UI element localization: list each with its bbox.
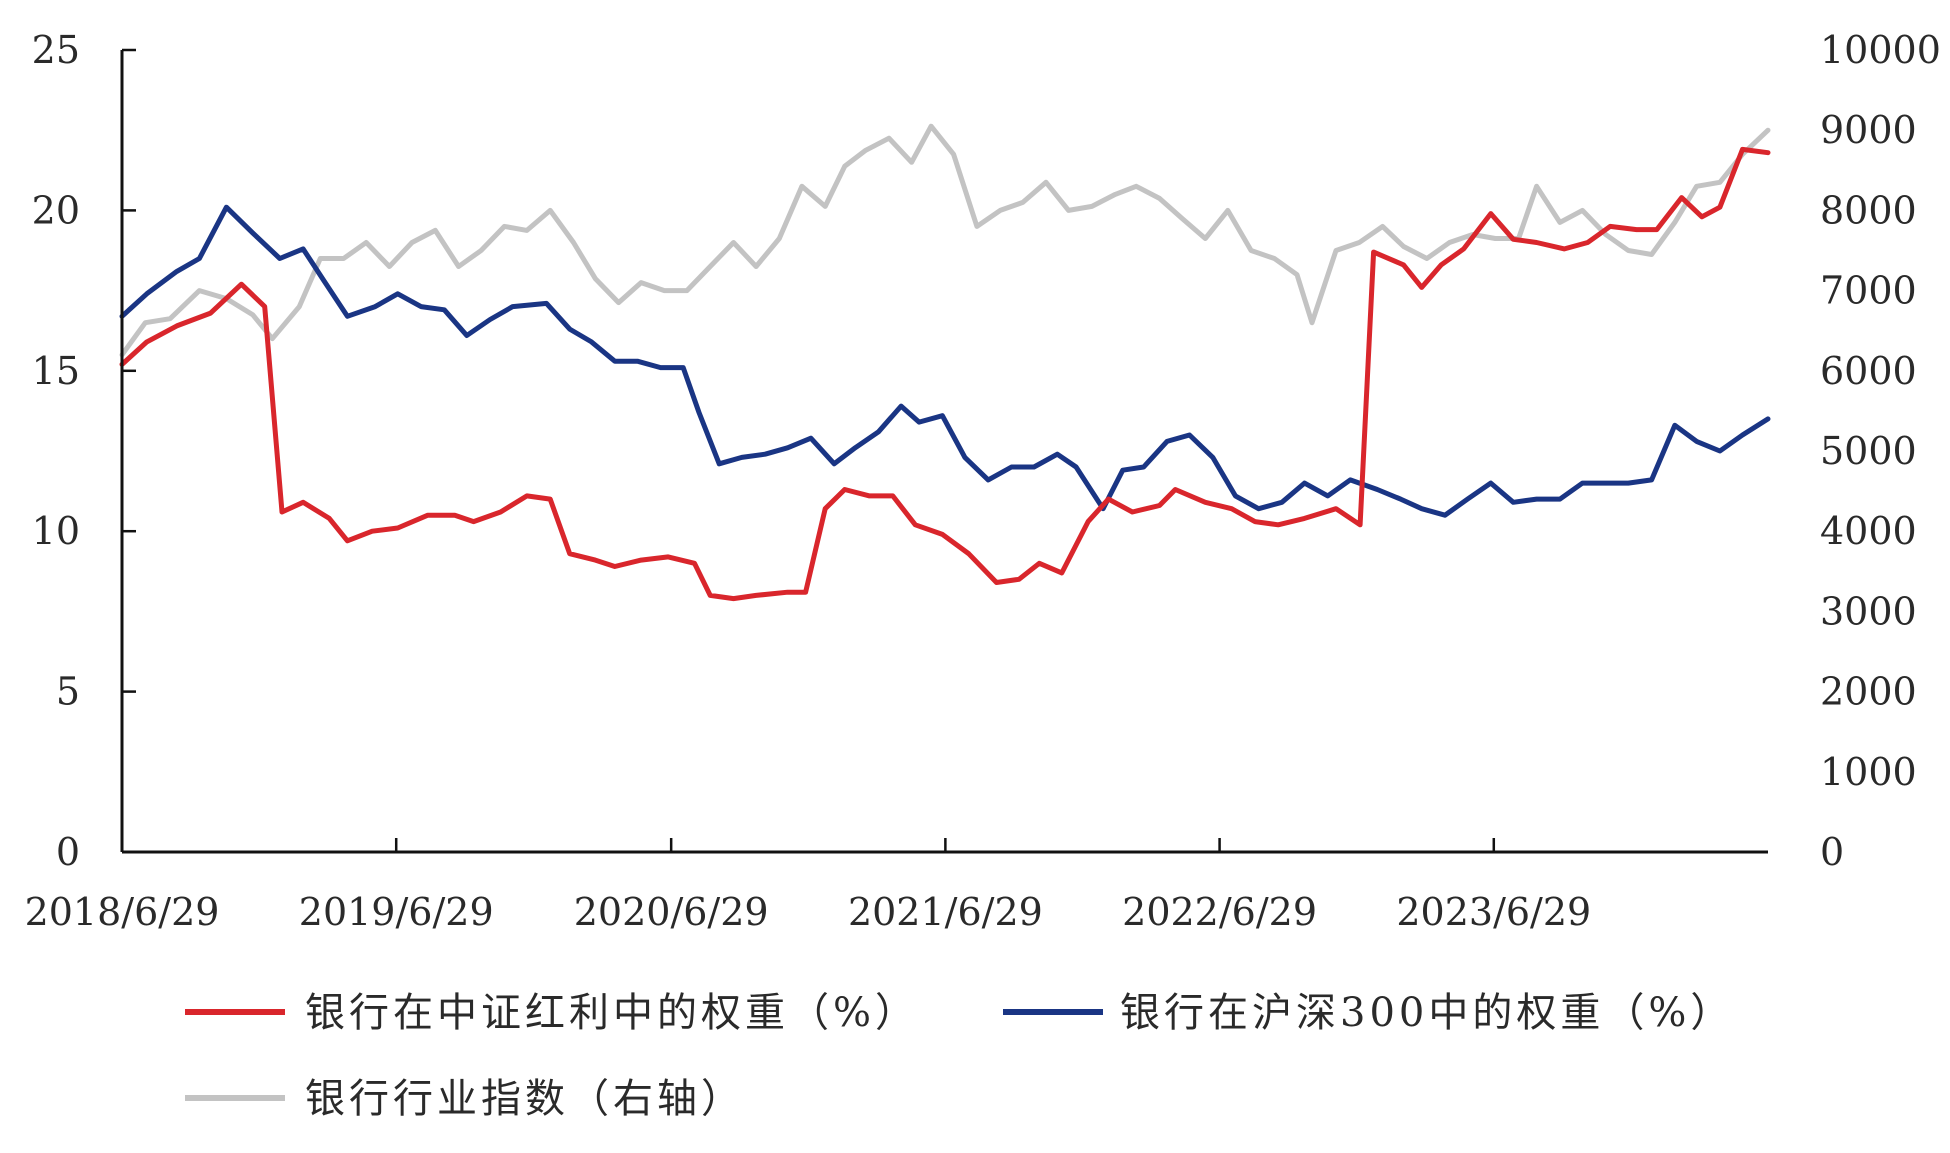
legend-label-2: 银行在沪深300中的权重（%） xyxy=(1120,990,1734,1036)
legend-label-1: 银行在中证红利中的权重（%） xyxy=(305,990,919,1036)
x-tick-label: 2022/6/29 xyxy=(1122,890,1317,934)
x-tick-label: 2021/6/29 xyxy=(848,890,1043,934)
x-tick-label: 2018/6/29 xyxy=(25,890,220,934)
y-right-tick-label: 0 xyxy=(1820,830,1844,874)
y-left-tick-label: 5 xyxy=(56,670,80,714)
y-right-tick-label: 8000 xyxy=(1820,188,1917,232)
y-right-tick-label: 2000 xyxy=(1820,670,1917,714)
x-tick-label: 2023/6/29 xyxy=(1396,890,1591,934)
x-tick-label: 2019/6/29 xyxy=(299,890,494,934)
series-group xyxy=(119,123,1771,602)
legend: 银行在中证红利中的权重（%） 银行在沪深300中的权重（%） 银行行业指数（右轴） xyxy=(185,990,1734,1122)
series-line-2 xyxy=(119,204,1771,518)
series-line-3 xyxy=(119,123,1771,358)
y-right-tick-label: 9000 xyxy=(1820,108,1917,152)
y-left-tick-label: 10 xyxy=(32,509,80,553)
y-right-tick-label: 4000 xyxy=(1820,509,1917,553)
y-left-tick-label: 20 xyxy=(32,188,80,232)
x-tick-label: 2020/6/29 xyxy=(574,890,769,934)
y-right-tick-label: 10000 xyxy=(1820,28,1941,72)
y-right-tick-label: 3000 xyxy=(1820,589,1917,633)
y-left-tick-label: 0 xyxy=(56,830,80,874)
y-left-tick-label: 25 xyxy=(32,28,80,72)
legend-label-3: 银行行业指数（右轴） xyxy=(305,1076,745,1122)
y-right-tick-label: 6000 xyxy=(1820,349,1917,393)
axes-group: 0 5 10 15 20 25 0 1000 2000 3000 4000 5000 6000 7000 8… xyxy=(25,28,1941,934)
y-right-tick-label: 1000 xyxy=(1820,750,1917,794)
series-line-1 xyxy=(119,146,1771,602)
y-right-tick-label: 7000 xyxy=(1820,269,1917,313)
y-left-tick-label: 15 xyxy=(32,349,80,393)
y-right-tick-label: 5000 xyxy=(1820,429,1917,473)
